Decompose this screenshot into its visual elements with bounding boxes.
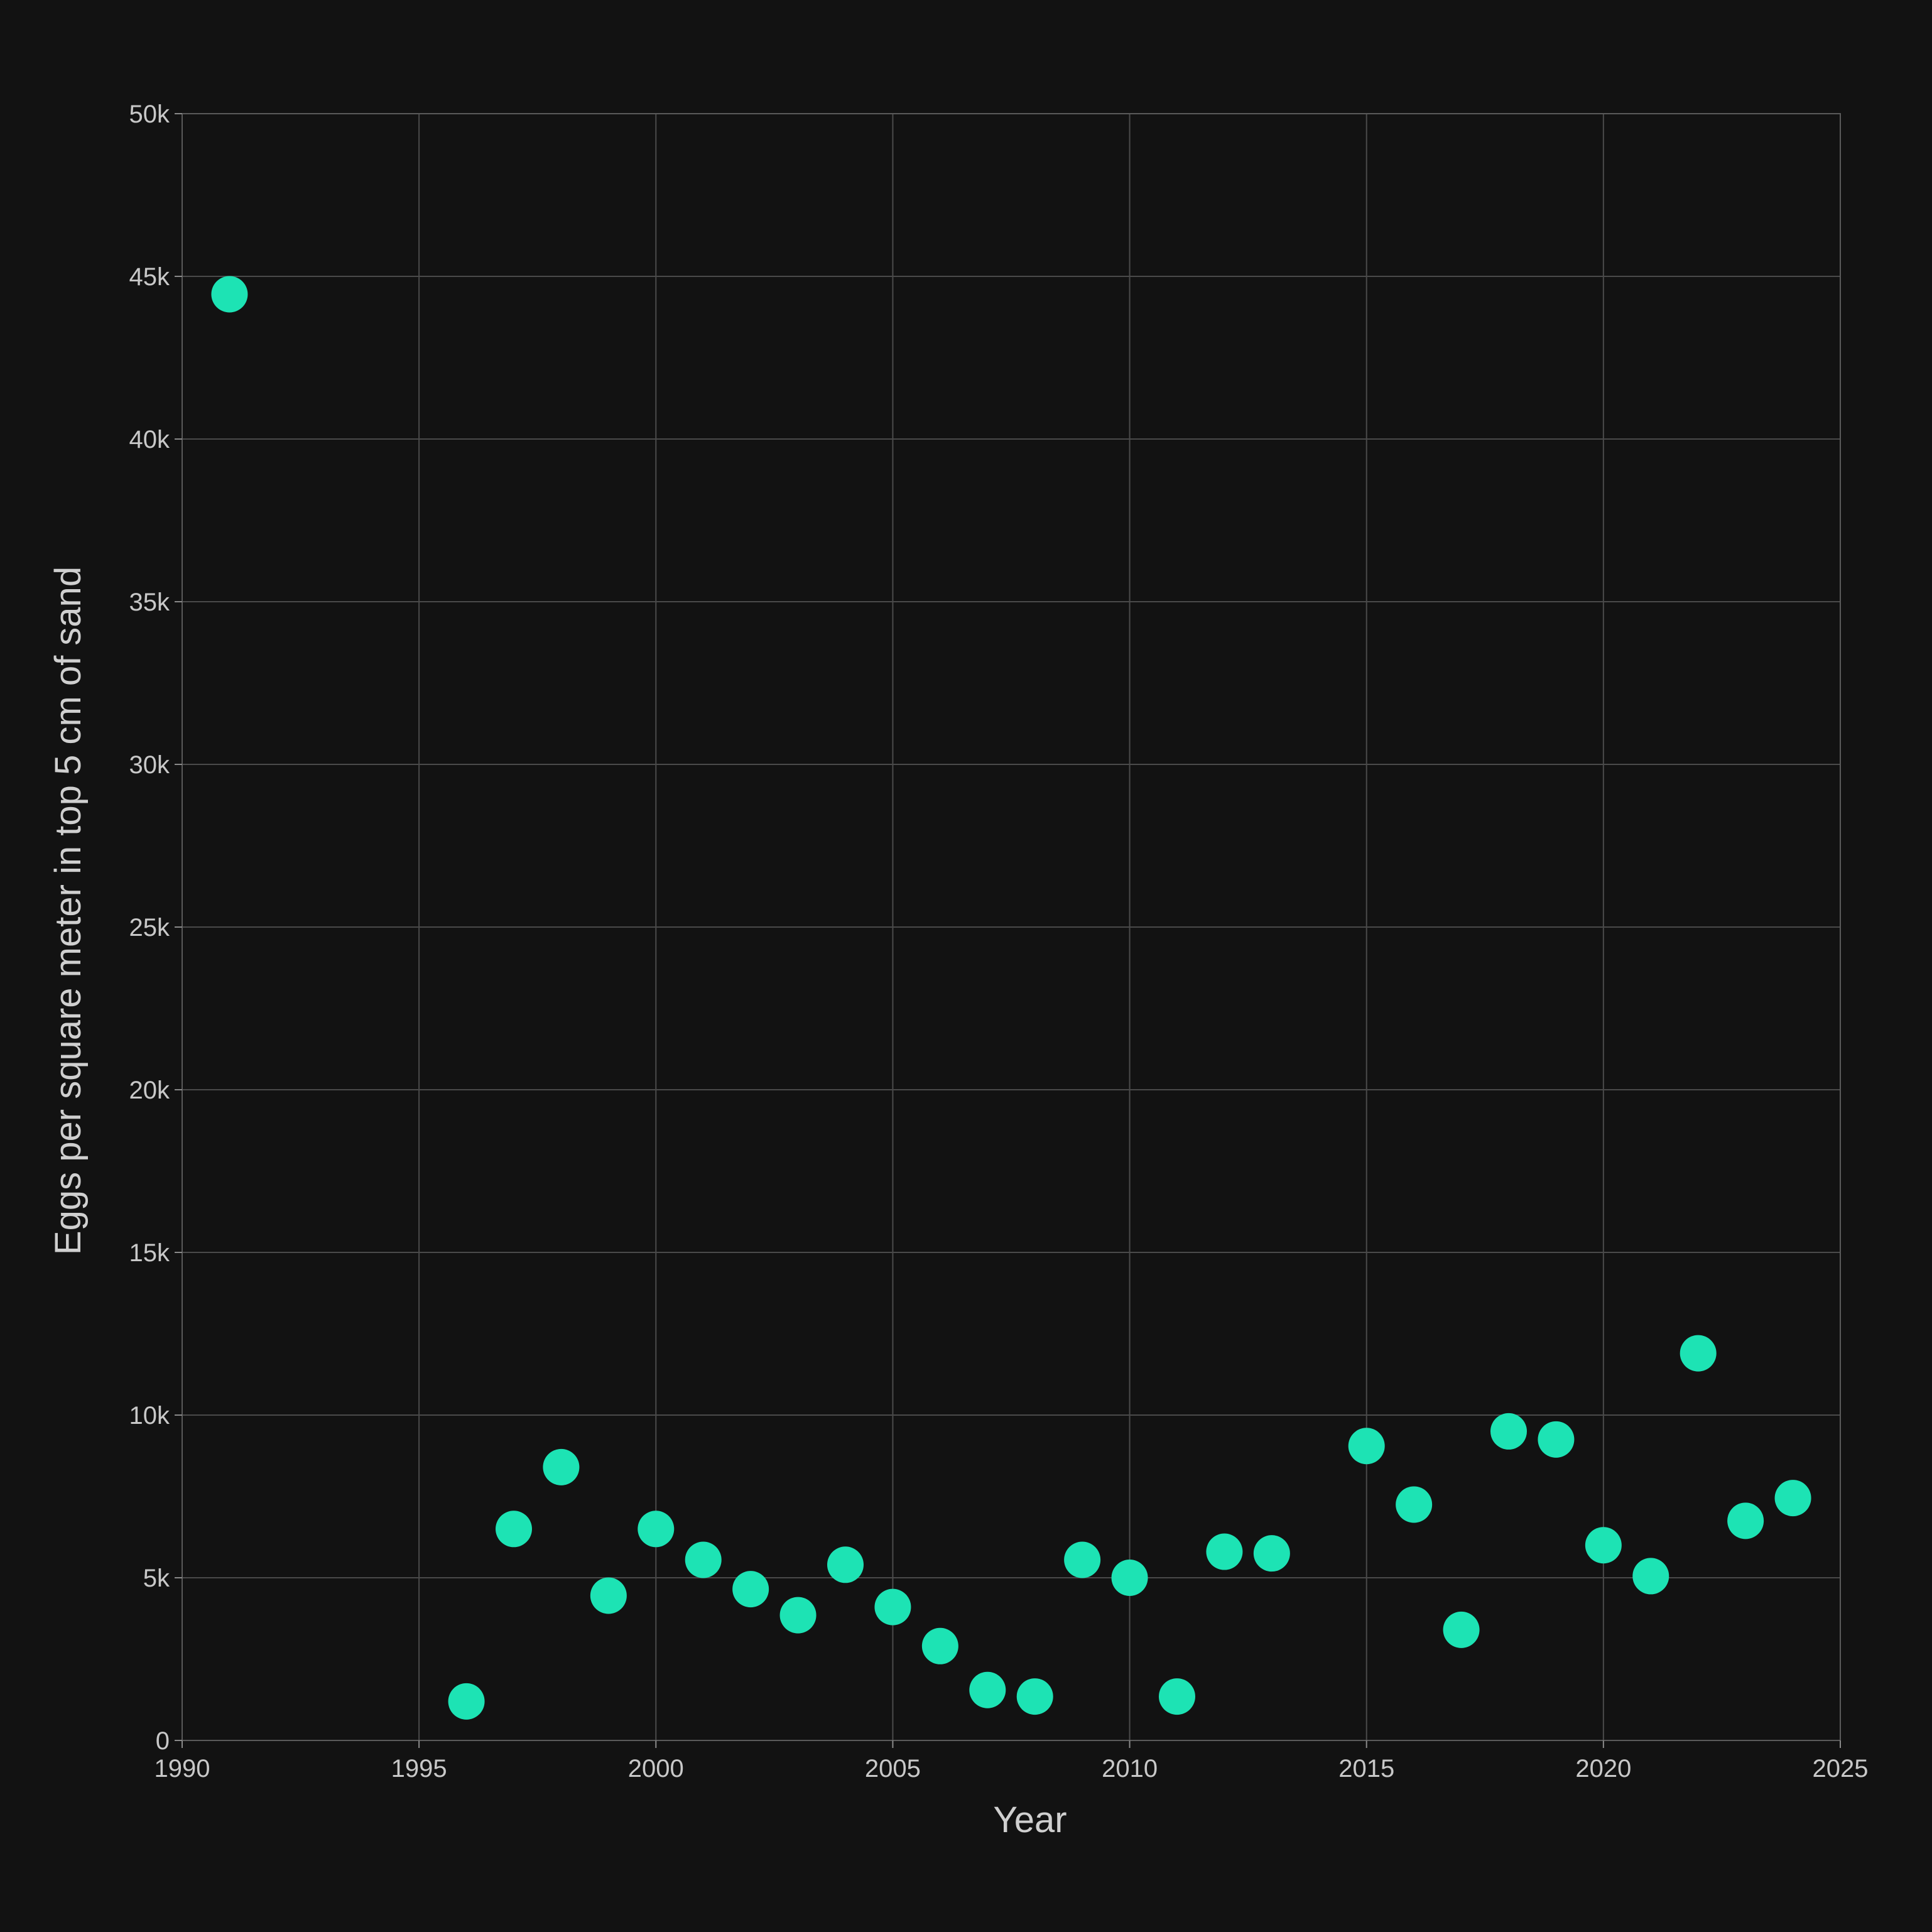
data-point <box>1159 1678 1195 1715</box>
data-point <box>1585 1527 1622 1564</box>
data-point <box>448 1683 485 1720</box>
data-point <box>1111 1560 1148 1596</box>
y-tick-label: 5k <box>143 1565 170 1592</box>
x-tick-label: 1995 <box>391 1755 447 1783</box>
data-point <box>1538 1421 1575 1458</box>
x-tick-label: 2020 <box>1575 1755 1631 1783</box>
data-point <box>732 1571 769 1608</box>
data-point <box>1396 1486 1433 1523</box>
data-point <box>827 1546 864 1583</box>
data-points <box>211 276 1811 1720</box>
data-point <box>1348 1428 1385 1465</box>
y-tick-label: 20k <box>129 1077 170 1104</box>
data-point <box>685 1541 722 1578</box>
data-point <box>1774 1480 1811 1517</box>
x-axis-title: Year <box>993 1799 1066 1840</box>
y-tick-label: 15k <box>129 1239 170 1267</box>
y-tick-label: 25k <box>129 914 170 942</box>
data-point <box>921 1627 958 1664</box>
data-point <box>638 1511 675 1548</box>
data-point <box>1016 1678 1053 1715</box>
x-tick-label: 2025 <box>1813 1755 1869 1783</box>
x-axis: 1990 1995 2000 2005 2010 2015 2020 2025 <box>155 1740 1869 1783</box>
y-axis-title: Eggs per square meter in top 5 cm of san… <box>48 567 89 1255</box>
data-point <box>1680 1335 1717 1372</box>
data-point <box>496 1511 532 1548</box>
x-tick-label: 2010 <box>1102 1755 1158 1783</box>
data-point <box>1490 1413 1527 1450</box>
y-tick-label: 0 <box>156 1727 170 1755</box>
data-point <box>969 1671 1006 1708</box>
data-point <box>1632 1558 1669 1595</box>
data-point <box>1253 1535 1290 1572</box>
data-point <box>874 1588 911 1625</box>
y-tick-label: 45k <box>129 263 170 291</box>
y-tick-label: 50k <box>129 100 170 128</box>
data-point <box>779 1597 817 1634</box>
data-point <box>1727 1502 1764 1539</box>
x-tick-label: 1990 <box>155 1755 210 1783</box>
y-tick-label: 40k <box>129 426 170 453</box>
x-tick-label: 2005 <box>865 1755 921 1783</box>
y-tick-label: 35k <box>129 589 170 616</box>
data-point <box>1206 1533 1243 1570</box>
data-point <box>1443 1611 1480 1648</box>
x-tick-label: 2000 <box>628 1755 684 1783</box>
y-tick-label: 10k <box>129 1402 170 1430</box>
grid <box>182 113 1841 1741</box>
data-point <box>590 1577 627 1614</box>
x-tick-label: 2015 <box>1338 1755 1394 1783</box>
data-point <box>211 276 248 313</box>
data-point <box>543 1448 580 1485</box>
y-axis: 0 5k 10k 15k 20k 25k 30k 35k 40k 45k 50k <box>129 100 182 1755</box>
data-point <box>1064 1541 1101 1578</box>
y-tick-label: 30k <box>129 751 170 779</box>
